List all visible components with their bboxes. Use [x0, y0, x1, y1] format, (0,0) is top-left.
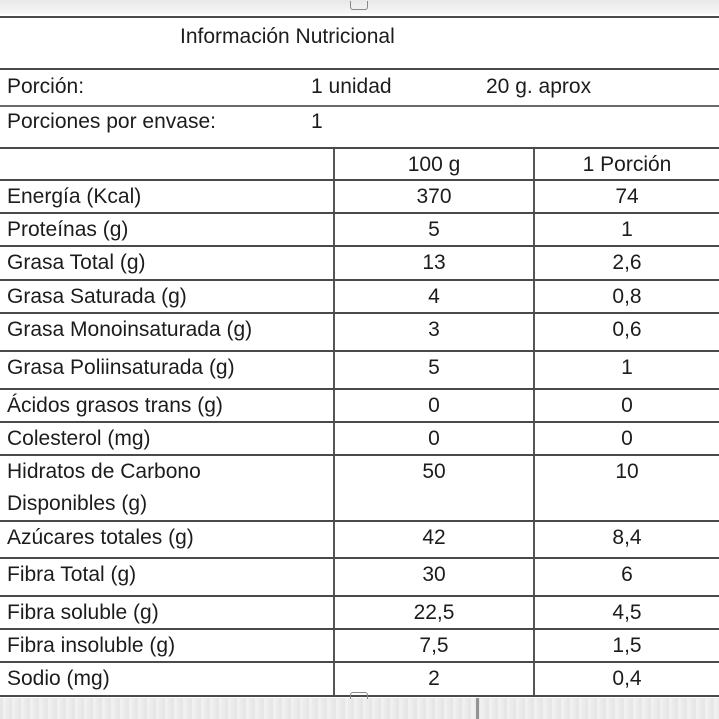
value-per-100g: 30 — [333, 559, 533, 595]
table-row: Energía (Kcal) 370 74 — [0, 179, 719, 212]
value-per-100g: 13 — [333, 247, 533, 279]
nutrient-name: Grasa Monoinsaturada (g) — [7, 318, 253, 341]
table-row: Colesterol (mg) 0 0 — [0, 421, 719, 454]
value-per-portion: 1,5 — [533, 630, 719, 661]
value-per-100g: 50 — [333, 456, 533, 520]
column-divider — [476, 698, 479, 719]
portions-per-package-row: Porciones por envase: 1 — [0, 105, 719, 147]
value-per-100g: 370 — [333, 181, 533, 212]
portion-row: Porción: 1 unidad 20 g. aprox — [0, 68, 719, 105]
nutrient-name: Hidratos de Carbono Disponibles (g) — [0, 456, 333, 520]
header-per-100g: 100 g — [333, 149, 533, 179]
resize-handle-top[interactable] — [350, 1, 368, 10]
document-edge-top — [0, 0, 719, 14]
nutrient-name: Fibra insoluble (g) — [7, 634, 176, 657]
nutrient-name-line1: Hidratos de Carbono — [7, 460, 201, 483]
table-row: Grasa Total (g) 13 2,6 — [0, 245, 719, 279]
value-per-portion: 0 — [533, 390, 719, 421]
nutrient-name: Grasa Poliinsaturada (g) — [7, 356, 235, 379]
nutrient-name-line2: Disponibles (g) — [7, 492, 148, 515]
value-per-portion: 4,5 — [533, 597, 719, 628]
resize-handle-bottom[interactable] — [350, 692, 368, 699]
table-row: Sodio (mg) 2 0,4 — [0, 661, 719, 695]
portion-value: 1 unidad — [311, 75, 392, 98]
value-per-100g: 22,5 — [333, 597, 533, 628]
column-header-row: 100 g 1 Porción — [0, 147, 719, 179]
value-per-100g: 7,5 — [333, 630, 533, 661]
value-per-portion: 6 — [533, 559, 719, 595]
value-per-100g: 42 — [333, 522, 533, 557]
table-row: Fibra Total (g) 30 6 — [0, 557, 719, 595]
nutrient-name: Fibra soluble (g) — [7, 601, 159, 624]
value-per-portion: 1 — [533, 352, 719, 388]
value-per-100g: 5 — [333, 214, 533, 245]
portion-label: Porción: — [7, 75, 85, 98]
table-row: Grasa Saturada (g) 4 0,8 — [0, 279, 719, 312]
header-per-portion: 1 Porción — [533, 149, 719, 179]
value-per-100g: 3 — [333, 314, 533, 350]
value-per-100g: 0 — [333, 390, 533, 421]
value-per-portion: 2,6 — [533, 247, 719, 279]
table-row: Azúcares totales (g) 42 8,4 — [0, 520, 719, 557]
table-row: Proteínas (g) 5 1 — [0, 212, 719, 245]
value-per-portion: 0,6 — [533, 314, 719, 350]
value-per-100g: 4 — [333, 281, 533, 312]
nutrient-name: Proteínas (g) — [7, 218, 129, 241]
nutrient-name: Azúcares totales (g) — [7, 526, 194, 549]
table-row: Fibra soluble (g) 22,5 4,5 — [0, 595, 719, 628]
portion-weight: 20 g. aprox — [486, 75, 592, 98]
nutrient-name: Sodio (mg) — [7, 667, 110, 690]
table-row: Ácidos grasos trans (g) 0 0 — [0, 388, 719, 421]
nutrient-name: Energía (Kcal) — [7, 185, 142, 208]
value-per-portion: 1 — [533, 214, 719, 245]
value-per-portion: 8,4 — [533, 522, 719, 557]
table-row: Grasa Monoinsaturada (g) 3 0,6 — [0, 312, 719, 350]
table-row: Grasa Poliinsaturada (g) 5 1 — [0, 350, 719, 388]
nutrient-name: Grasa Saturada (g) — [7, 285, 187, 308]
value-per-portion: 0 — [533, 423, 719, 454]
value-per-100g: 0 — [333, 423, 533, 454]
table-title: Información Nutricional — [180, 25, 395, 48]
table-bottom-border — [0, 695, 719, 697]
value-per-portion: 0,4 — [533, 663, 719, 695]
portions-per-package-label: Porciones por envase: — [7, 110, 216, 133]
value-per-100g: 5 — [333, 352, 533, 388]
value-per-portion: 74 — [533, 181, 719, 212]
nutrient-name: Colesterol (mg) — [7, 427, 151, 450]
value-per-portion: 10 — [533, 456, 719, 520]
value-per-portion: 0,8 — [533, 281, 719, 312]
table-row: Hidratos de Carbono Disponibles (g) 50 1… — [0, 454, 719, 520]
nutrient-name: Fibra Total (g) — [7, 563, 137, 586]
nutrient-name: Grasa Total (g) — [7, 251, 146, 274]
nutrition-table: Información Nutricional Porción: 1 unida… — [0, 16, 719, 697]
table-row: Fibra insoluble (g) 7,5 1,5 — [0, 628, 719, 661]
title-row: Información Nutricional — [0, 16, 719, 68]
value-per-100g: 2 — [333, 663, 533, 695]
nutrient-name: Ácidos grasos trans (g) — [7, 394, 223, 417]
document-edge-bottom — [0, 698, 719, 719]
header-nutrient — [0, 149, 333, 179]
portions-per-package-value: 1 — [311, 110, 323, 133]
